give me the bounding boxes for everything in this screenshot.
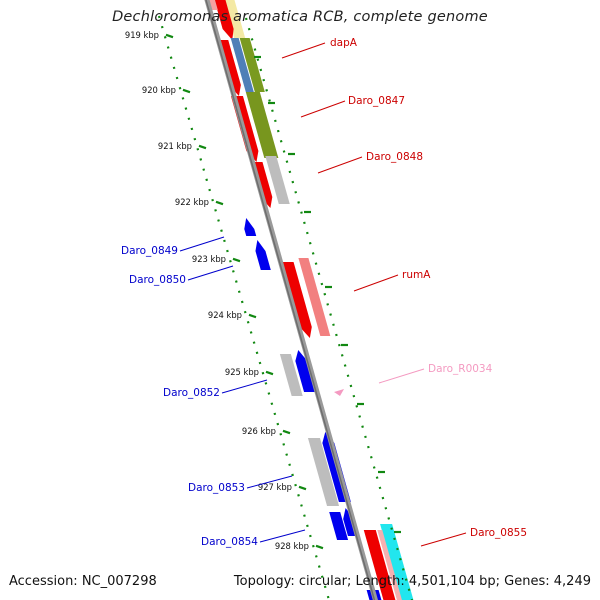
backbone-edge [205, 0, 376, 600]
tick-label: 927 kbp [258, 482, 292, 492]
gene-label-leader [281, 42, 326, 59]
gene-blue-852 [295, 350, 317, 392]
gene-label[interactable]: dapA [330, 37, 358, 49]
gene-grey-852 [279, 354, 303, 396]
gene-label[interactable]: Daro_0848 [366, 151, 423, 163]
gene-blue-854a [329, 512, 349, 540]
gene-label-leader [221, 379, 268, 394]
tick-label: 923 kbp [192, 254, 226, 264]
tick-label: 921 kbp [158, 141, 192, 151]
tick-mark [265, 370, 274, 376]
tick-mark [165, 33, 174, 39]
gene-label-leader [187, 265, 234, 281]
label-layer: dapA Daro_0847 Daro_0848 Daro_0849 Daro_0850… [121, 37, 527, 548]
backbone-layer [204, 0, 379, 600]
gene-blue-849 [244, 218, 257, 236]
gene-label[interactable]: Daro_0852 [163, 387, 220, 399]
gene-blue-850 [255, 240, 271, 270]
tick-label: 920 kbp [142, 85, 176, 95]
gene-label-leader [317, 156, 363, 174]
gene-label-leader [246, 475, 293, 489]
gene-label-leader [179, 236, 225, 252]
gene-dapa-olive [239, 38, 265, 92]
tick-mark [198, 144, 207, 150]
gene-label-leader [378, 368, 425, 384]
tick-mark [248, 313, 257, 319]
tick-label: 919 kbp [125, 30, 159, 40]
gene-label-leader [353, 274, 399, 292]
gene-pink-ruma [298, 258, 331, 336]
gene-label[interactable]: rumA [402, 269, 431, 281]
gene-label[interactable]: Daro_0855 [470, 527, 527, 539]
gene-label[interactable]: Daro_0849 [121, 245, 178, 257]
gene-top-yellow [223, 0, 246, 38]
tick-label: 924 kbp [208, 310, 242, 320]
gene-label-leader [300, 100, 346, 118]
tick-mark [298, 485, 307, 491]
feature-layer [207, 0, 414, 600]
gene-label[interactable]: Daro_0850 [129, 274, 186, 286]
tick-label: 925 kbp [225, 367, 259, 377]
gene-label[interactable]: Daro_0847 [348, 95, 405, 107]
gene-red-ruma [281, 262, 312, 338]
gene-label[interactable]: Daro_0853 [188, 482, 245, 494]
gene-label[interactable]: Daro_0854 [201, 536, 258, 548]
tick-label: 922 kbp [175, 197, 209, 207]
gene-label-leader [259, 529, 306, 543]
topology-text: Topology: circular; Length: 4,501,104 bp… [233, 574, 591, 589]
tick-mark [232, 257, 241, 263]
gene-pink-r0034 [334, 389, 344, 396]
gene-lightred-855 [377, 530, 402, 600]
backbone-line [204, 0, 379, 600]
gene-olive-847 [245, 92, 279, 158]
map-title: Dechloromonas aromatica RCB, complete ge… [112, 9, 488, 25]
gene-top-red [214, 0, 234, 40]
gene-cyan-855 [380, 524, 414, 600]
tick-mark [315, 544, 324, 550]
gene-red-855 [363, 530, 396, 600]
gene-label[interactable]: Daro_R0034 [428, 363, 493, 375]
gene-grey-853 [307, 438, 340, 506]
gene-dapa-blue [230, 38, 254, 92]
tick-label: 926 kbp [242, 426, 276, 436]
tick-label: 928 kbp [275, 541, 309, 551]
accession-text: Accession: NC_007298 [9, 574, 157, 589]
tick-mark [182, 88, 191, 94]
tick-mark [215, 200, 224, 206]
gene-label-leader [420, 532, 467, 547]
gene-grey-848 [265, 156, 290, 204]
tick-mark [282, 429, 291, 435]
tick-layer: 919 kbp 920 kbp 921 kbp 922 kbp 923 kbp 924 k… [125, 15, 414, 600]
